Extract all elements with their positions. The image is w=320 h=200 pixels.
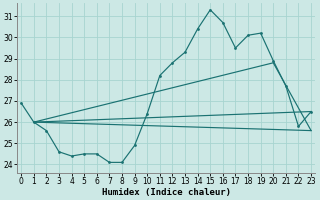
X-axis label: Humidex (Indice chaleur): Humidex (Indice chaleur) [102, 188, 231, 197]
